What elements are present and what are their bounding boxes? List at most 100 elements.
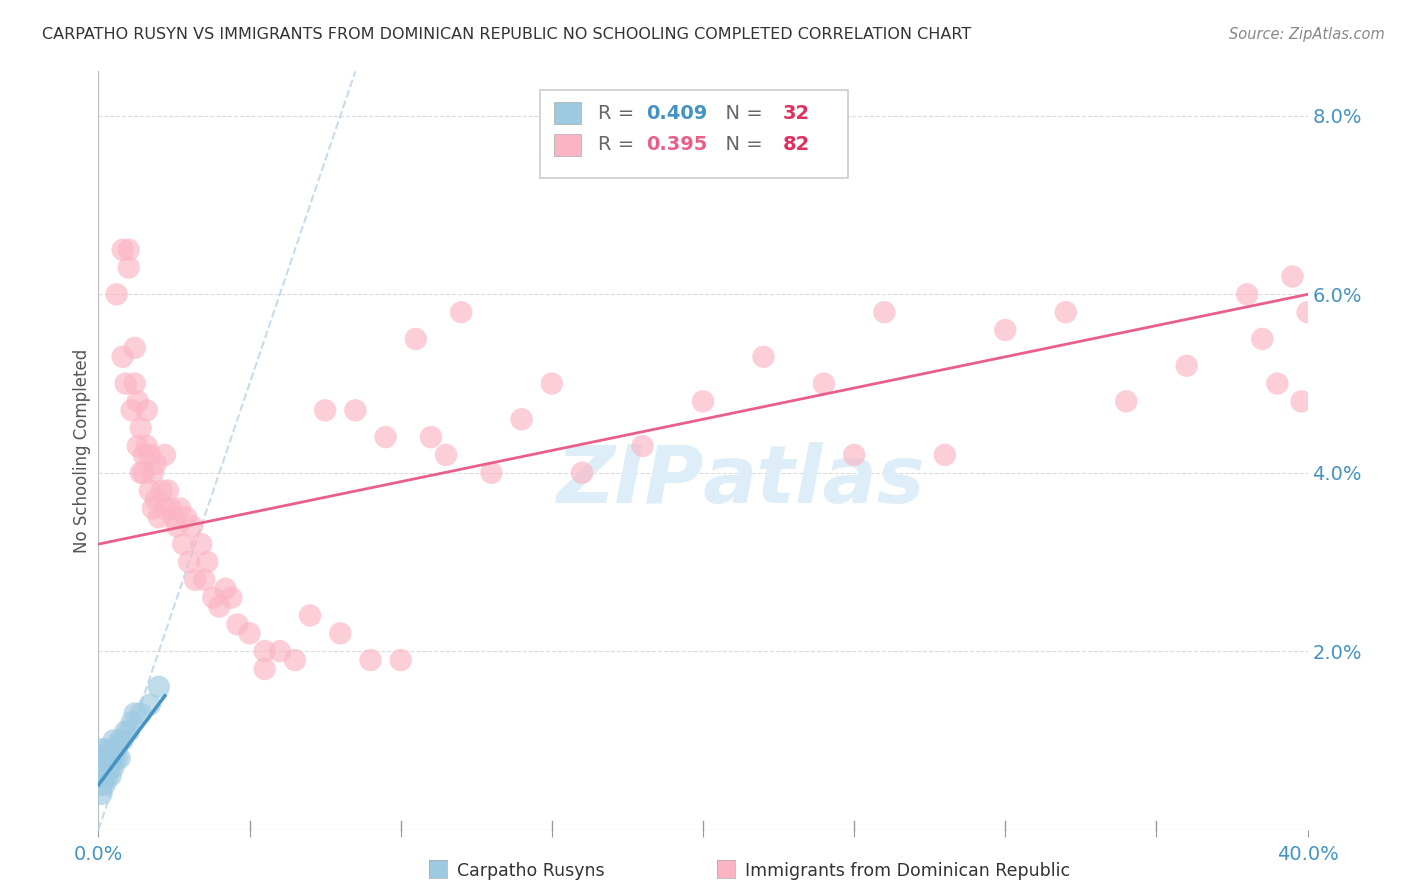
Point — [103, 751, 125, 765]
Point — [93, 760, 115, 774]
Point — [994, 323, 1017, 337]
Text: 82: 82 — [783, 136, 810, 154]
Text: 0.395: 0.395 — [647, 136, 707, 154]
Point — [142, 466, 165, 480]
Point — [114, 724, 136, 739]
Point — [181, 519, 204, 533]
Point — [184, 573, 207, 587]
Point — [90, 751, 112, 765]
Point — [172, 537, 194, 551]
Point — [121, 715, 143, 730]
Point — [344, 403, 367, 417]
Point — [195, 555, 218, 569]
Point — [153, 448, 176, 462]
Text: ZIP: ZIP — [555, 442, 703, 520]
Point — [169, 501, 191, 516]
Point — [90, 769, 112, 783]
Point — [1267, 376, 1289, 391]
Text: R =: R = — [598, 103, 640, 122]
Point — [571, 466, 593, 480]
Point — [934, 448, 956, 462]
Text: R =: R = — [598, 136, 640, 154]
Point — [481, 466, 503, 480]
Point — [103, 760, 125, 774]
Point — [405, 332, 427, 346]
Point — [121, 403, 143, 417]
Point — [105, 751, 128, 765]
Text: N =: N = — [713, 103, 769, 122]
Point — [540, 376, 562, 391]
Point — [156, 483, 179, 498]
Point — [269, 644, 291, 658]
Point — [108, 751, 131, 765]
Bar — [554, 135, 581, 155]
Point — [118, 724, 141, 739]
Point — [111, 350, 134, 364]
Point — [253, 662, 276, 676]
Point — [124, 341, 146, 355]
Point — [174, 510, 197, 524]
Point — [166, 519, 188, 533]
Point — [124, 376, 146, 391]
Point — [253, 644, 276, 658]
Point — [90, 760, 112, 774]
Text: CARPATHO RUSYN VS IMMIGRANTS FROM DOMINICAN REPUBLIC NO SCHOOLING COMPLETED CORR: CARPATHO RUSYN VS IMMIGRANTS FROM DOMINI… — [42, 27, 972, 42]
Point — [96, 769, 118, 783]
Point — [160, 501, 183, 516]
Point — [813, 376, 835, 391]
Point — [127, 394, 149, 409]
Point — [1115, 394, 1137, 409]
Point — [118, 243, 141, 257]
Point — [103, 733, 125, 747]
Point — [1054, 305, 1077, 319]
Point — [208, 599, 231, 614]
Point — [139, 483, 162, 498]
Point — [96, 760, 118, 774]
Point — [179, 555, 201, 569]
Point — [139, 448, 162, 462]
FancyBboxPatch shape — [540, 90, 848, 178]
Point — [420, 430, 443, 444]
Point — [226, 617, 249, 632]
Text: 0.409: 0.409 — [647, 103, 707, 122]
Point — [450, 305, 472, 319]
Point — [631, 439, 654, 453]
Point — [692, 394, 714, 409]
Point — [108, 733, 131, 747]
Point — [100, 769, 122, 783]
Point — [132, 466, 155, 480]
Point — [96, 751, 118, 765]
Point — [135, 439, 157, 453]
Point — [111, 733, 134, 747]
Point — [93, 769, 115, 783]
Point — [111, 243, 134, 257]
Point — [1281, 269, 1303, 284]
Text: 32: 32 — [783, 103, 810, 122]
Point — [148, 680, 170, 694]
Point — [190, 537, 212, 551]
Point — [1251, 332, 1274, 346]
Point — [127, 439, 149, 453]
Point — [153, 501, 176, 516]
Point — [90, 778, 112, 792]
Text: Immigrants from Dominican Republic: Immigrants from Dominican Republic — [745, 863, 1070, 880]
Point — [148, 510, 170, 524]
Point — [1291, 394, 1313, 409]
Point — [752, 350, 775, 364]
Point — [129, 706, 152, 721]
Point — [873, 305, 896, 319]
Text: atlas: atlas — [703, 442, 925, 520]
Point — [1236, 287, 1258, 301]
Point — [124, 706, 146, 721]
Point — [193, 573, 215, 587]
Point — [90, 787, 112, 801]
Point — [329, 626, 352, 640]
Point — [129, 466, 152, 480]
Point — [150, 483, 173, 498]
Point — [284, 653, 307, 667]
Point — [132, 448, 155, 462]
Point — [114, 376, 136, 391]
Text: Carpatho Rusyns: Carpatho Rusyns — [457, 863, 605, 880]
Point — [139, 698, 162, 712]
Point — [142, 501, 165, 516]
